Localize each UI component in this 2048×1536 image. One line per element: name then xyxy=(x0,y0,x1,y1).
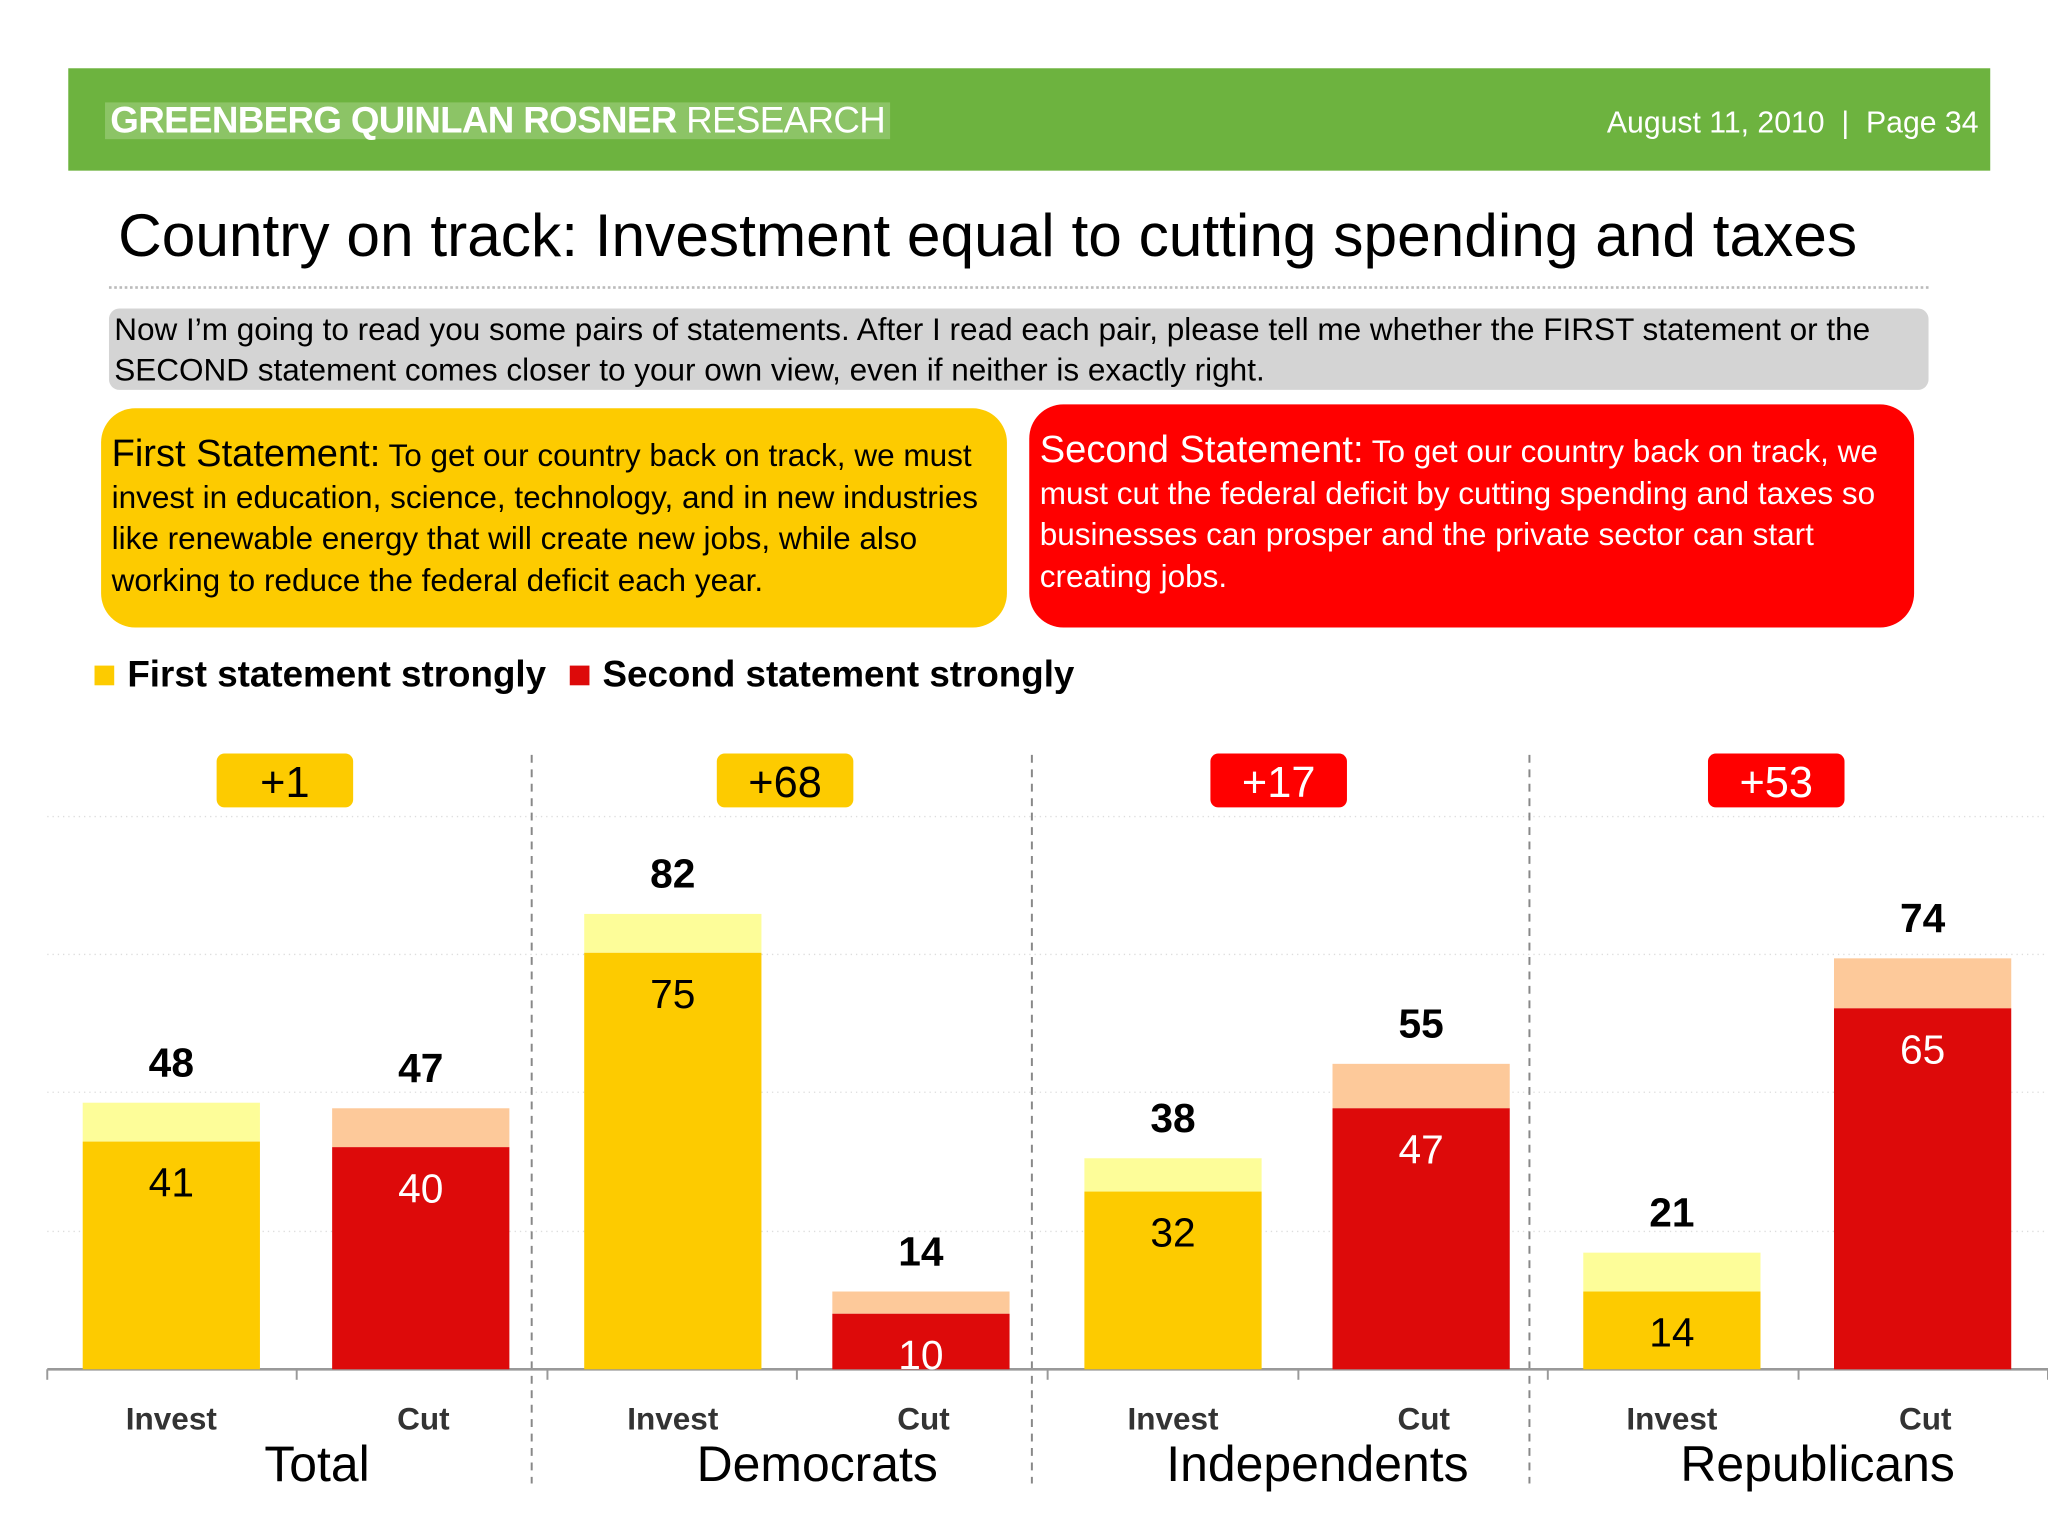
data-label-strongly: 65 xyxy=(1900,1026,1945,1072)
bar-segment-total xyxy=(82,1102,260,1142)
first-statement: First Statement: To get our country back… xyxy=(101,408,1007,628)
data-label-strongly: 75 xyxy=(650,971,695,1017)
logo: GREENBERG QUINLAN ROSNER RESEARCH xyxy=(105,99,891,141)
page-number: Page 34 xyxy=(1866,105,1979,140)
data-label-total: 48 xyxy=(149,1039,194,1085)
bar-segment-total xyxy=(584,913,762,953)
data-label-total: 21 xyxy=(1649,1189,1694,1235)
bar-segment-strongly xyxy=(584,952,762,1370)
logo-light: RESEARCH xyxy=(686,99,886,141)
data-label-strongly: 10 xyxy=(898,1332,943,1378)
data-label-total: 82 xyxy=(650,851,695,897)
legend-label-first: First statement strongly xyxy=(127,653,547,695)
bar-segment-total xyxy=(332,1108,510,1148)
bar-segment-strongly xyxy=(1583,1291,1761,1370)
separator: | xyxy=(1841,105,1850,140)
margin-label: +68 xyxy=(748,759,821,807)
bar-segment-strongly xyxy=(1332,1108,1510,1370)
margin-badge xyxy=(216,753,354,808)
bar-chart: +1 48 41 Invest 47 40 Cut Total +68 82 75 Invest 14 1… xyxy=(46,753,2048,1492)
data-label-strongly: 32 xyxy=(1150,1210,1195,1256)
data-label-total: 38 xyxy=(1150,1095,1195,1141)
category-label: Invest xyxy=(1626,1401,1718,1437)
margin-badge xyxy=(1210,753,1347,808)
data-label-strongly: 40 xyxy=(398,1165,443,1211)
group-label: Republicans xyxy=(1680,1436,1954,1492)
category-label: Cut xyxy=(1899,1401,1952,1437)
dateline: August 11, 2010 | Page 34 xyxy=(1607,105,1979,140)
logo-bold: GREENBERG QUINLAN ROSNER xyxy=(110,99,677,141)
data-label-strongly: 14 xyxy=(1649,1310,1694,1356)
date: August 11, 2010 xyxy=(1606,105,1825,140)
margin-label: +1 xyxy=(260,759,309,807)
bar-segment-strongly xyxy=(832,1313,1010,1370)
bar-segment-total xyxy=(1332,1063,1510,1109)
bar-segment-strongly xyxy=(82,1141,260,1370)
category-label: Invest xyxy=(126,1401,218,1437)
bar-segment-total xyxy=(832,1291,1010,1314)
margin-badge xyxy=(1707,753,1845,808)
legend-swatch-first xyxy=(94,664,115,685)
category-label: Cut xyxy=(1398,1401,1451,1437)
second-statement: Second Statement: To get our country bac… xyxy=(1029,404,1915,628)
question-text: Now I’m going to read you some pairs of … xyxy=(108,308,1929,390)
legend: First statement strongly Second statemen… xyxy=(94,653,1075,696)
bar-segment-strongly xyxy=(1834,1008,2012,1370)
legend-swatch-second xyxy=(569,664,590,685)
margin-label: +17 xyxy=(1242,759,1315,807)
data-label-strongly: 47 xyxy=(1398,1126,1443,1172)
group-label: Total xyxy=(264,1436,369,1492)
bar-segment-strongly xyxy=(1084,1191,1262,1370)
group-label: Democrats xyxy=(697,1436,938,1492)
bar-segment-strongly xyxy=(332,1147,510,1370)
margin-label: +53 xyxy=(1740,759,1813,807)
data-label-total: 47 xyxy=(398,1045,443,1091)
data-label-total: 74 xyxy=(1900,895,1946,941)
margin-badge xyxy=(716,753,854,808)
divider xyxy=(108,286,1929,289)
category-label: Invest xyxy=(1127,1401,1219,1437)
bar-segment-total xyxy=(1834,958,2012,1009)
bar-segment-total xyxy=(1583,1252,1761,1292)
page-title: Country on track: Investment equal to cu… xyxy=(118,200,1858,270)
category-label: Cut xyxy=(897,1401,950,1437)
first-statement-lead: First Statement: xyxy=(111,433,381,476)
first-statement-text: To get our country back on track, we mus… xyxy=(111,438,978,598)
second-statement-lead: Second Statement: xyxy=(1039,429,1364,472)
category-label: Invest xyxy=(627,1401,719,1437)
legend-label-second: Second statement strongly xyxy=(602,653,1075,695)
category-label: Cut xyxy=(397,1401,450,1437)
group-label: Independents xyxy=(1166,1436,1468,1492)
bar-segment-total xyxy=(1084,1158,1262,1192)
data-label-strongly: 41 xyxy=(149,1160,194,1206)
data-label-total: 55 xyxy=(1398,1001,1443,1047)
second-statement-text: To get our country back on track, we mus… xyxy=(1039,434,1878,595)
data-label-total: 14 xyxy=(898,1228,944,1274)
